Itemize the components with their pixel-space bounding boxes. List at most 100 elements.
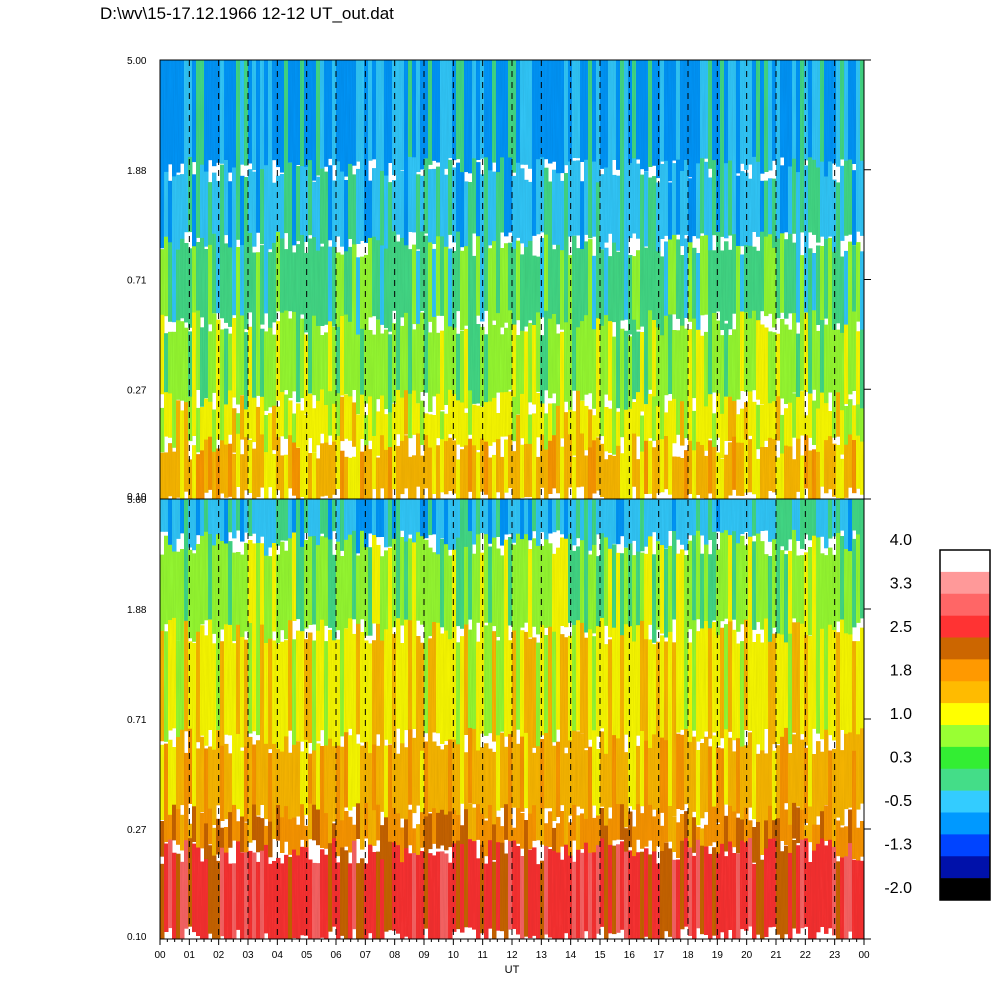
- heatmap-cell: [824, 845, 829, 934]
- heatmap-cell: [204, 318, 209, 399]
- heatmap-cell: [308, 859, 313, 940]
- heatmap-cell: [432, 440, 437, 494]
- heatmap-cell: [648, 310, 653, 390]
- heatmap-cell: [544, 499, 549, 550]
- heatmap-cell: [704, 331, 709, 412]
- heatmap-cell: [192, 553, 197, 642]
- heatmap-cell: [232, 499, 237, 539]
- heatmap-cell: [852, 311, 857, 391]
- heatmap-cell: [260, 850, 265, 940]
- heatmap-cell: [712, 413, 717, 458]
- heatmap-cell: [288, 856, 293, 940]
- heatmap-cell: [812, 400, 817, 445]
- heatmap-cell: [792, 60, 797, 180]
- heatmap-cell: [592, 730, 597, 806]
- heatmap-cell: [200, 861, 205, 940]
- heatmap-cell: [708, 554, 713, 643]
- heatmap-cell: [560, 250, 565, 330]
- heatmap-cell: [380, 499, 385, 537]
- heatmap-cell: [276, 499, 281, 546]
- heatmap-cell: [644, 639, 649, 750]
- heatmap-cell: [436, 166, 441, 242]
- heatmap-cell: [416, 403, 421, 448]
- heatmap-cell: [672, 456, 677, 500]
- heatmap-cell: [376, 745, 381, 822]
- x-tick-label: 11: [477, 950, 488, 961]
- hour-dashed-lines: [188, 60, 836, 939]
- colorbar-label: -2.0: [884, 880, 912, 897]
- heatmap-cell: [192, 391, 197, 436]
- heatmap-cell: [828, 436, 833, 490]
- heatmap-cell: [192, 174, 197, 250]
- heatmap-cell: [268, 327, 273, 408]
- heatmap-cell: [640, 813, 645, 849]
- heatmap-cell: [200, 407, 205, 452]
- heatmap-cell: [560, 859, 565, 940]
- heatmap-cell: [684, 838, 689, 927]
- heatmap-cell: [632, 60, 637, 167]
- heatmap-cell: [496, 439, 501, 493]
- heatmap-cell: [260, 729, 265, 805]
- heatmap-cell: [216, 818, 221, 855]
- heatmap-cell: [580, 813, 585, 850]
- heatmap-cell: [604, 315, 609, 395]
- heatmap-cell: [832, 499, 837, 537]
- heatmap-cell: [680, 401, 685, 446]
- heatmap-cell: [632, 856, 637, 940]
- heatmap-cell: [312, 536, 317, 625]
- heatmap-cell: [844, 60, 849, 178]
- top-spectrogram-panel: [160, 60, 865, 500]
- heatmap-cell: [184, 840, 189, 929]
- heatmap-cell: [472, 255, 477, 336]
- heatmap-cell: [348, 618, 353, 729]
- heatmap-cell: [276, 643, 281, 755]
- heatmap-cell: [580, 499, 585, 554]
- heatmap-cell: [168, 443, 173, 497]
- heatmap-cell: [552, 60, 557, 162]
- heatmap-cell: [740, 499, 745, 535]
- heatmap-cell: [628, 60, 633, 179]
- heatmap-cell: [780, 550, 785, 639]
- heatmap-cell: [728, 621, 733, 732]
- heatmap-cell: [844, 856, 849, 940]
- heatmap-cell: [680, 499, 685, 545]
- heatmap-cell: [688, 242, 693, 322]
- heatmap-cell: [844, 406, 849, 451]
- heatmap-cell: [280, 312, 285, 393]
- heatmap-cell: [712, 531, 717, 621]
- heatmap-cell: [200, 736, 205, 812]
- heatmap-cell: [380, 333, 385, 413]
- heatmap-cell: [584, 60, 589, 170]
- heatmap-cell: [556, 173, 561, 249]
- heatmap-cell: [752, 499, 757, 536]
- colorbar-label: 2.5: [890, 619, 912, 636]
- heatmap-cell: [456, 231, 461, 312]
- heatmap-cell: [228, 812, 233, 848]
- heatmap-cell: [228, 863, 233, 940]
- heatmap-cell: [280, 817, 285, 853]
- heatmap-cell: [436, 622, 441, 734]
- heatmap-cell: [448, 437, 453, 491]
- heatmap-cell: [676, 390, 681, 435]
- heatmap-cell: [812, 754, 817, 830]
- heatmap-cell: [776, 499, 781, 549]
- heatmap-cell: [824, 805, 829, 841]
- heatmap-cell: [528, 813, 533, 850]
- heatmap-cell: [188, 157, 193, 233]
- heatmap-cell: [552, 631, 557, 743]
- heatmap-cell: [732, 329, 737, 409]
- heatmap-cell: [728, 499, 733, 550]
- heatmap-cell: [336, 639, 341, 750]
- heatmap-cell: [768, 805, 773, 842]
- heatmap-cell: [268, 60, 273, 183]
- heatmap-cell: [192, 642, 197, 754]
- heatmap-cell: [196, 310, 201, 390]
- heatmap-cell: [668, 631, 673, 743]
- heatmap-cell: [232, 60, 237, 183]
- heatmap-cell: [840, 857, 845, 940]
- heatmap-cell: [172, 617, 177, 729]
- heatmap-cell: [324, 332, 329, 412]
- heatmap-cell: [764, 554, 769, 643]
- heatmap-cell: [532, 160, 537, 236]
- heatmap-cell: [536, 393, 541, 438]
